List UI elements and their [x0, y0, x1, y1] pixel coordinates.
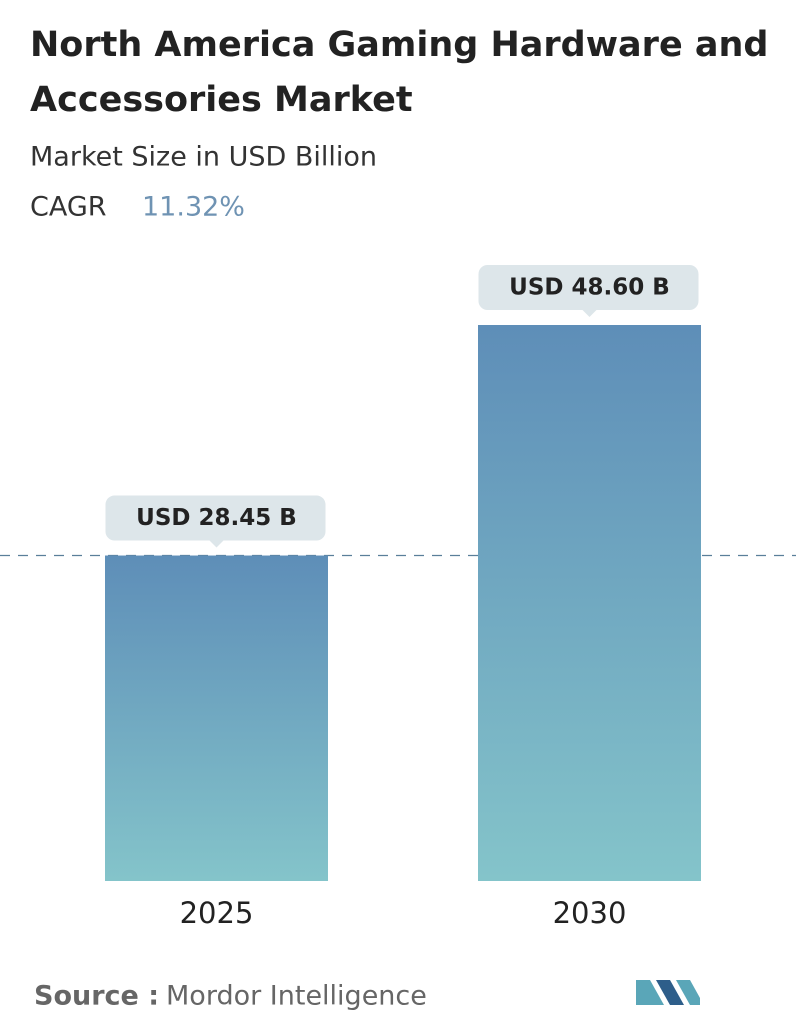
chart-title: North America Gaming Hardware and [30, 25, 768, 65]
x-tick-label: 2030 [553, 896, 627, 930]
value-label: USD 28.45 B [136, 505, 297, 531]
value-label-box [105, 495, 326, 541]
cagr-value: 11.32% [142, 192, 245, 223]
logo [636, 980, 700, 1005]
bar [478, 325, 701, 881]
chart-subtitle: Market Size in USD Billion [30, 142, 377, 173]
source: Mordor Intelligence [166, 981, 427, 1012]
source-label: Source : [34, 981, 159, 1012]
plot-area: USD 28.45 B 2025 USD 48.60 B 2030 [0, 265, 796, 930]
value-label-box [478, 265, 699, 310]
bar [105, 555, 328, 881]
cagr-label: CAGR [30, 192, 107, 223]
value-label-pointer [209, 540, 224, 548]
value-label: USD 48.60 B [509, 275, 670, 301]
value-label-pointer [582, 310, 597, 317]
x-tick-label: 2025 [180, 896, 254, 930]
chart-title: Accessories Market [30, 80, 413, 120]
